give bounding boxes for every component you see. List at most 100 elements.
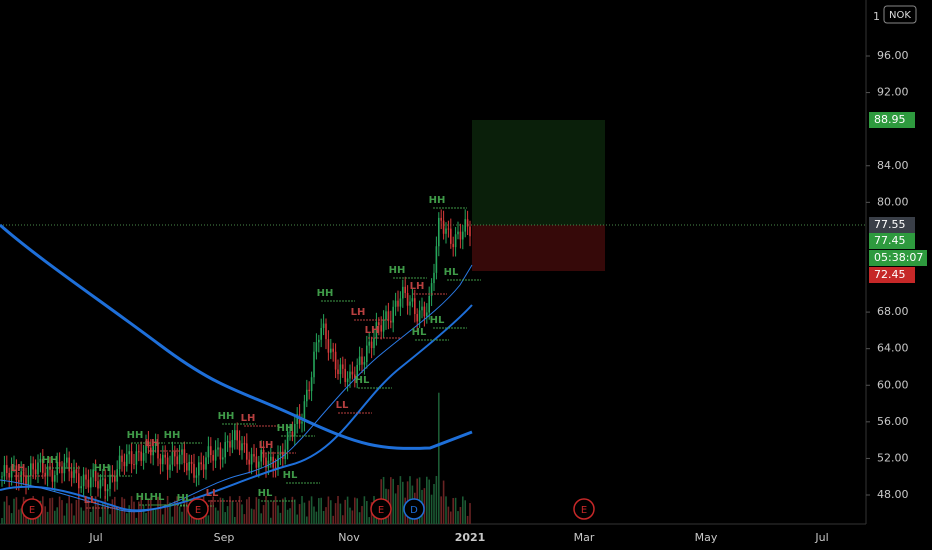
pattern-label: LH: [410, 281, 425, 292]
price-tag: 72.45: [874, 268, 906, 281]
volume-bar: [310, 496, 313, 524]
candle-body: [133, 464, 135, 466]
candle-body: [174, 451, 176, 457]
price-tick-label: 68.00: [877, 305, 909, 318]
time-tick-label: May: [695, 531, 718, 544]
candle-body: [241, 443, 243, 451]
volume-bar: [464, 500, 466, 524]
volume-bar: [291, 496, 294, 524]
volume-bar: [73, 515, 75, 524]
volume-bar: [250, 508, 253, 524]
volume-bar: [51, 497, 54, 524]
candle-body: [92, 469, 94, 478]
candle-body: [162, 454, 164, 465]
candle-body: [34, 469, 37, 475]
pattern-label: LL: [336, 400, 349, 411]
volume-bar: [145, 512, 147, 524]
volume-bar: [10, 513, 13, 524]
candle-body: [1, 476, 3, 478]
volume-bar: [267, 501, 270, 524]
candle-body: [193, 463, 195, 478]
candle-body: [54, 475, 56, 482]
profit-zone: [472, 120, 605, 225]
candle-body: [339, 364, 342, 375]
volume-bar: [399, 476, 402, 524]
pattern-label: LH: [11, 463, 26, 474]
volume-bar: [246, 499, 248, 524]
candle-body: [205, 457, 207, 470]
candle-body: [469, 226, 471, 237]
volume-bar: [466, 515, 469, 524]
candle-body: [253, 454, 255, 457]
volume-bar: [265, 496, 267, 524]
volume-bar: [397, 484, 399, 524]
pattern-label: LH: [241, 413, 256, 424]
pattern-label: HL: [412, 327, 427, 338]
volume-bar: [445, 496, 447, 524]
candle-body: [457, 231, 459, 235]
candle-body: [464, 219, 466, 232]
volume-bar: [80, 507, 82, 524]
candle-body: [397, 300, 399, 307]
pattern-label: LH: [259, 440, 274, 451]
pattern-label: LH: [351, 307, 366, 318]
volume-bar: [286, 509, 289, 524]
price-tick-label: 80.00: [877, 195, 909, 208]
candle-body: [303, 401, 306, 422]
volume-bar: [78, 496, 80, 524]
volume-bar: [68, 496, 70, 524]
candle-body: [325, 323, 327, 340]
volume-bar: [114, 496, 116, 524]
candle-body: [229, 441, 231, 448]
volume-bar: [255, 497, 258, 524]
volume-bar: [99, 516, 102, 524]
pattern-label: LL: [206, 488, 219, 499]
price-tag: 05:38:07: [874, 251, 923, 264]
volume-bar: [18, 509, 20, 524]
volume-bar: [54, 510, 56, 524]
volume-bar: [49, 498, 51, 524]
volume-bar: [452, 498, 454, 524]
volume-bar: [330, 500, 332, 524]
volume-bar: [162, 514, 164, 524]
candle-body: [138, 451, 140, 453]
candle-body: [291, 431, 294, 437]
time-tick-label: Nov: [338, 531, 360, 544]
candle-body: [150, 447, 152, 456]
volume-bar: [334, 503, 337, 524]
pattern-label: HH: [277, 423, 294, 434]
candle-body: [392, 306, 394, 323]
candle-body: [27, 476, 30, 486]
volume-bar: [56, 507, 58, 524]
volume-bar: [433, 483, 435, 524]
pattern-label: HL: [430, 315, 445, 326]
candle-body: [334, 351, 337, 370]
candle-body: [294, 424, 296, 437]
candle-body: [421, 306, 423, 311]
candle-body: [10, 466, 13, 478]
candle-body: [380, 325, 382, 332]
candle-body: [195, 475, 198, 478]
candle-body: [442, 220, 445, 234]
candle-body: [250, 454, 253, 465]
volume-bar: [207, 515, 210, 524]
volume-bar: [344, 499, 346, 524]
candle-body: [289, 431, 291, 433]
candle-body: [462, 231, 464, 240]
pattern-label: HL: [355, 375, 370, 386]
candle-body: [390, 320, 392, 323]
volume-bar: [315, 511, 318, 524]
volume-bar: [450, 511, 452, 524]
volume-bar: [236, 502, 238, 524]
volume-bar: [210, 499, 212, 524]
volume-bar: [214, 507, 217, 524]
candle-body: [246, 443, 248, 460]
candle-body: [87, 479, 90, 488]
time-tick-label: Jul: [814, 531, 828, 544]
candle-body: [68, 457, 70, 472]
candle-body: [370, 341, 373, 349]
candle-body: [15, 465, 18, 481]
candle-body: [231, 439, 234, 448]
candle-body: [214, 449, 217, 461]
volume-bar: [339, 503, 342, 524]
